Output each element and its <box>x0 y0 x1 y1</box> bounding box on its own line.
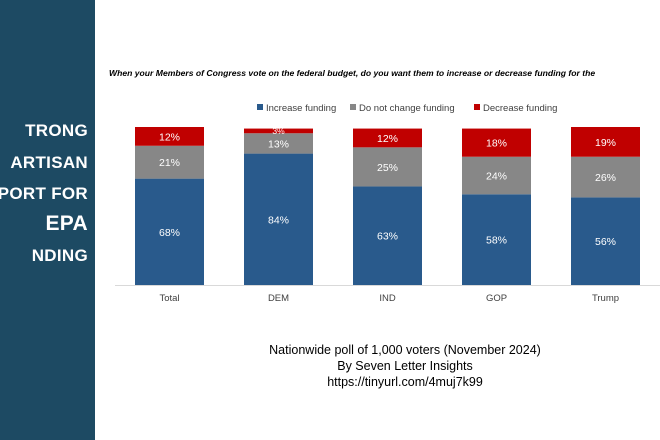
category-label: DEM <box>268 293 289 304</box>
data-label: 3% <box>272 126 285 136</box>
data-label: 58% <box>486 235 507 247</box>
data-label: 56% <box>595 236 616 248</box>
bar-segment <box>135 178 204 285</box>
data-label: 13% <box>268 138 289 150</box>
legend-label: Decrease funding <box>483 103 557 114</box>
legend-swatch <box>350 104 356 110</box>
bar-segment <box>462 194 531 285</box>
chart-legend: Increase funding Do not change funding Dec… <box>257 103 557 114</box>
data-label: 12% <box>159 131 180 143</box>
category-label: GOP <box>486 293 507 304</box>
category-labels: Total DEM IND GOP Trump <box>159 293 619 304</box>
legend-label: Increase funding <box>266 103 336 114</box>
bar-segment <box>353 186 422 285</box>
bar-segment <box>353 147 422 187</box>
bar-segment <box>244 153 313 285</box>
side-panel-line: EPA <box>45 212 88 235</box>
bar-segment <box>571 156 640 198</box>
footer-source: Nationwide poll of 1,000 voters (Novembe… <box>269 343 541 357</box>
data-label: 26% <box>595 172 616 184</box>
bar-segment <box>135 145 204 179</box>
bar-segment <box>462 156 531 195</box>
side-panel-line: TRONG <box>25 121 88 140</box>
data-label: 18% <box>486 138 507 150</box>
bar-segment <box>244 133 313 154</box>
legend-label: Do not change funding <box>359 103 455 114</box>
chart-title: When your Members of Congress vote on th… <box>109 68 596 78</box>
bar-segment <box>353 128 422 148</box>
category-label: Total <box>159 293 179 304</box>
side-panel: TRONG ARTISAN PPORT FOR EPA NDING <box>0 0 95 440</box>
data-label: 84% <box>268 214 289 226</box>
category-label: IND <box>379 293 396 304</box>
legend-swatch <box>474 104 480 110</box>
data-label: 24% <box>486 170 507 182</box>
footer-link[interactable]: https://tinyurl.com/4muj7k99 <box>327 375 483 389</box>
data-label: 12% <box>377 133 398 145</box>
side-panel-line: NDING <box>31 246 88 265</box>
bar-group: 68% 21% 12% 84% 13% 3% 63% 25% 12% 58% 24% 18% 56% 26… <box>135 126 640 285</box>
legend-swatch <box>257 104 263 110</box>
bar-segment <box>462 128 531 157</box>
bar-segment <box>571 197 640 285</box>
bar-segment <box>571 127 640 157</box>
data-label: 63% <box>377 231 398 243</box>
data-label: 19% <box>595 137 616 149</box>
data-label: 68% <box>159 227 180 239</box>
bar-segment <box>244 128 313 134</box>
data-label: 25% <box>377 162 398 174</box>
side-panel-line: ARTISAN <box>10 153 88 172</box>
data-label: 21% <box>159 157 180 169</box>
category-label: Trump <box>592 293 619 304</box>
side-panel-line: PPORT FOR <box>0 184 88 203</box>
bar-segment <box>135 127 204 146</box>
footer-author: By Seven Letter Insights <box>337 359 473 373</box>
